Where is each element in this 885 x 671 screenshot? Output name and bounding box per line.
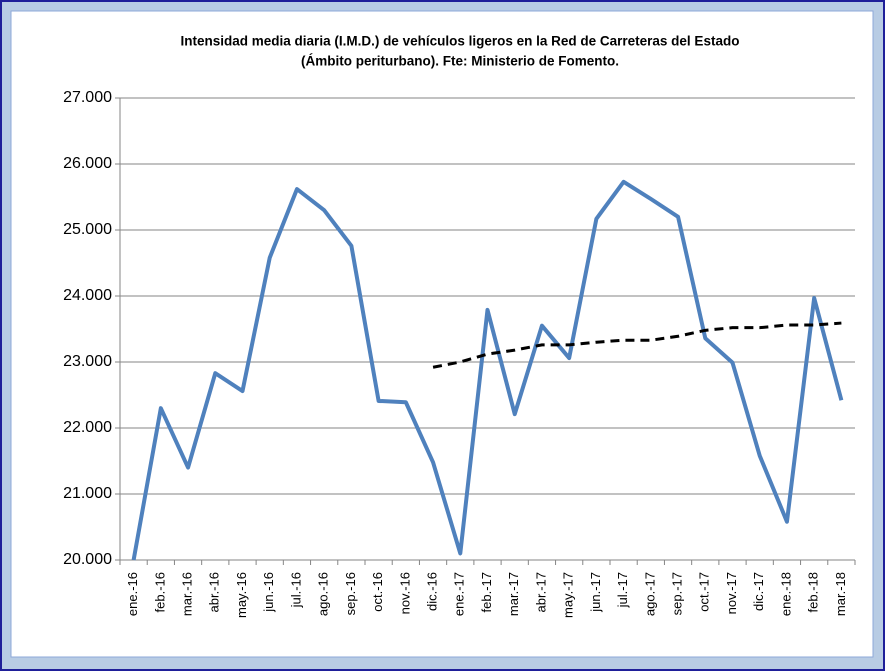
chart-area — [10, 10, 874, 658]
x-tick-label: ago.-16 — [316, 572, 331, 616]
x-tick-label: may.-16 — [234, 572, 249, 618]
x-tick-label: mar.-18 — [833, 572, 848, 616]
x-tick-label: feb.-16 — [152, 572, 167, 612]
y-tick-label: 21.000 — [63, 485, 112, 502]
data-line — [131, 179, 844, 561]
x-tick-label: dic.-17 — [751, 572, 766, 611]
x-tick-label: abr.-16 — [207, 572, 222, 612]
x-tick-label: jun.-17 — [588, 572, 603, 613]
x-tick-label: nov.-17 — [724, 572, 739, 614]
x-tick-label: mar.-17 — [506, 572, 521, 616]
x-tick-label: may.-17 — [561, 572, 576, 618]
x-tick-label: feb.-17 — [479, 572, 494, 612]
x-tick-label: oct.-16 — [370, 572, 385, 612]
chart-title: Intensidad media diaria (I.M.D.) de vehí… — [181, 34, 740, 49]
x-tick-label: ene.-17 — [452, 572, 467, 616]
x-tick-label: ago.-17 — [642, 572, 657, 616]
y-tick-label: 24.000 — [63, 287, 112, 304]
x-tick-label: dic.-16 — [424, 572, 439, 611]
x-tick-label: mar.-16 — [179, 572, 194, 616]
x-tick-label: jun.-16 — [261, 572, 276, 613]
x-tick-label: feb.-18 — [806, 572, 821, 612]
x-tick-label: ene.-18 — [778, 572, 793, 616]
x-tick-label: oct.-17 — [697, 572, 712, 612]
y-tick-label: 22.000 — [63, 419, 112, 436]
y-tick-label: 25.000 — [63, 221, 112, 238]
x-tick-label: sep.-17 — [669, 572, 684, 615]
x-tick-label: jul.-16 — [288, 572, 303, 608]
x-tick-label: nov.-16 — [397, 572, 412, 614]
x-tick-label: jul.-17 — [615, 572, 630, 608]
chart-title: (Ámbito periturbano). Fte: Ministerio de… — [301, 54, 619, 69]
y-tick-label: 27.000 — [63, 89, 112, 106]
y-tick-label: 20.000 — [63, 551, 112, 568]
y-tick-label: 26.000 — [63, 155, 112, 172]
x-tick-label: sep.-16 — [343, 572, 358, 615]
x-tick-label: ene.-16 — [125, 572, 140, 616]
x-tick-label: abr.-17 — [533, 572, 548, 612]
y-tick-label: 23.000 — [63, 353, 112, 370]
